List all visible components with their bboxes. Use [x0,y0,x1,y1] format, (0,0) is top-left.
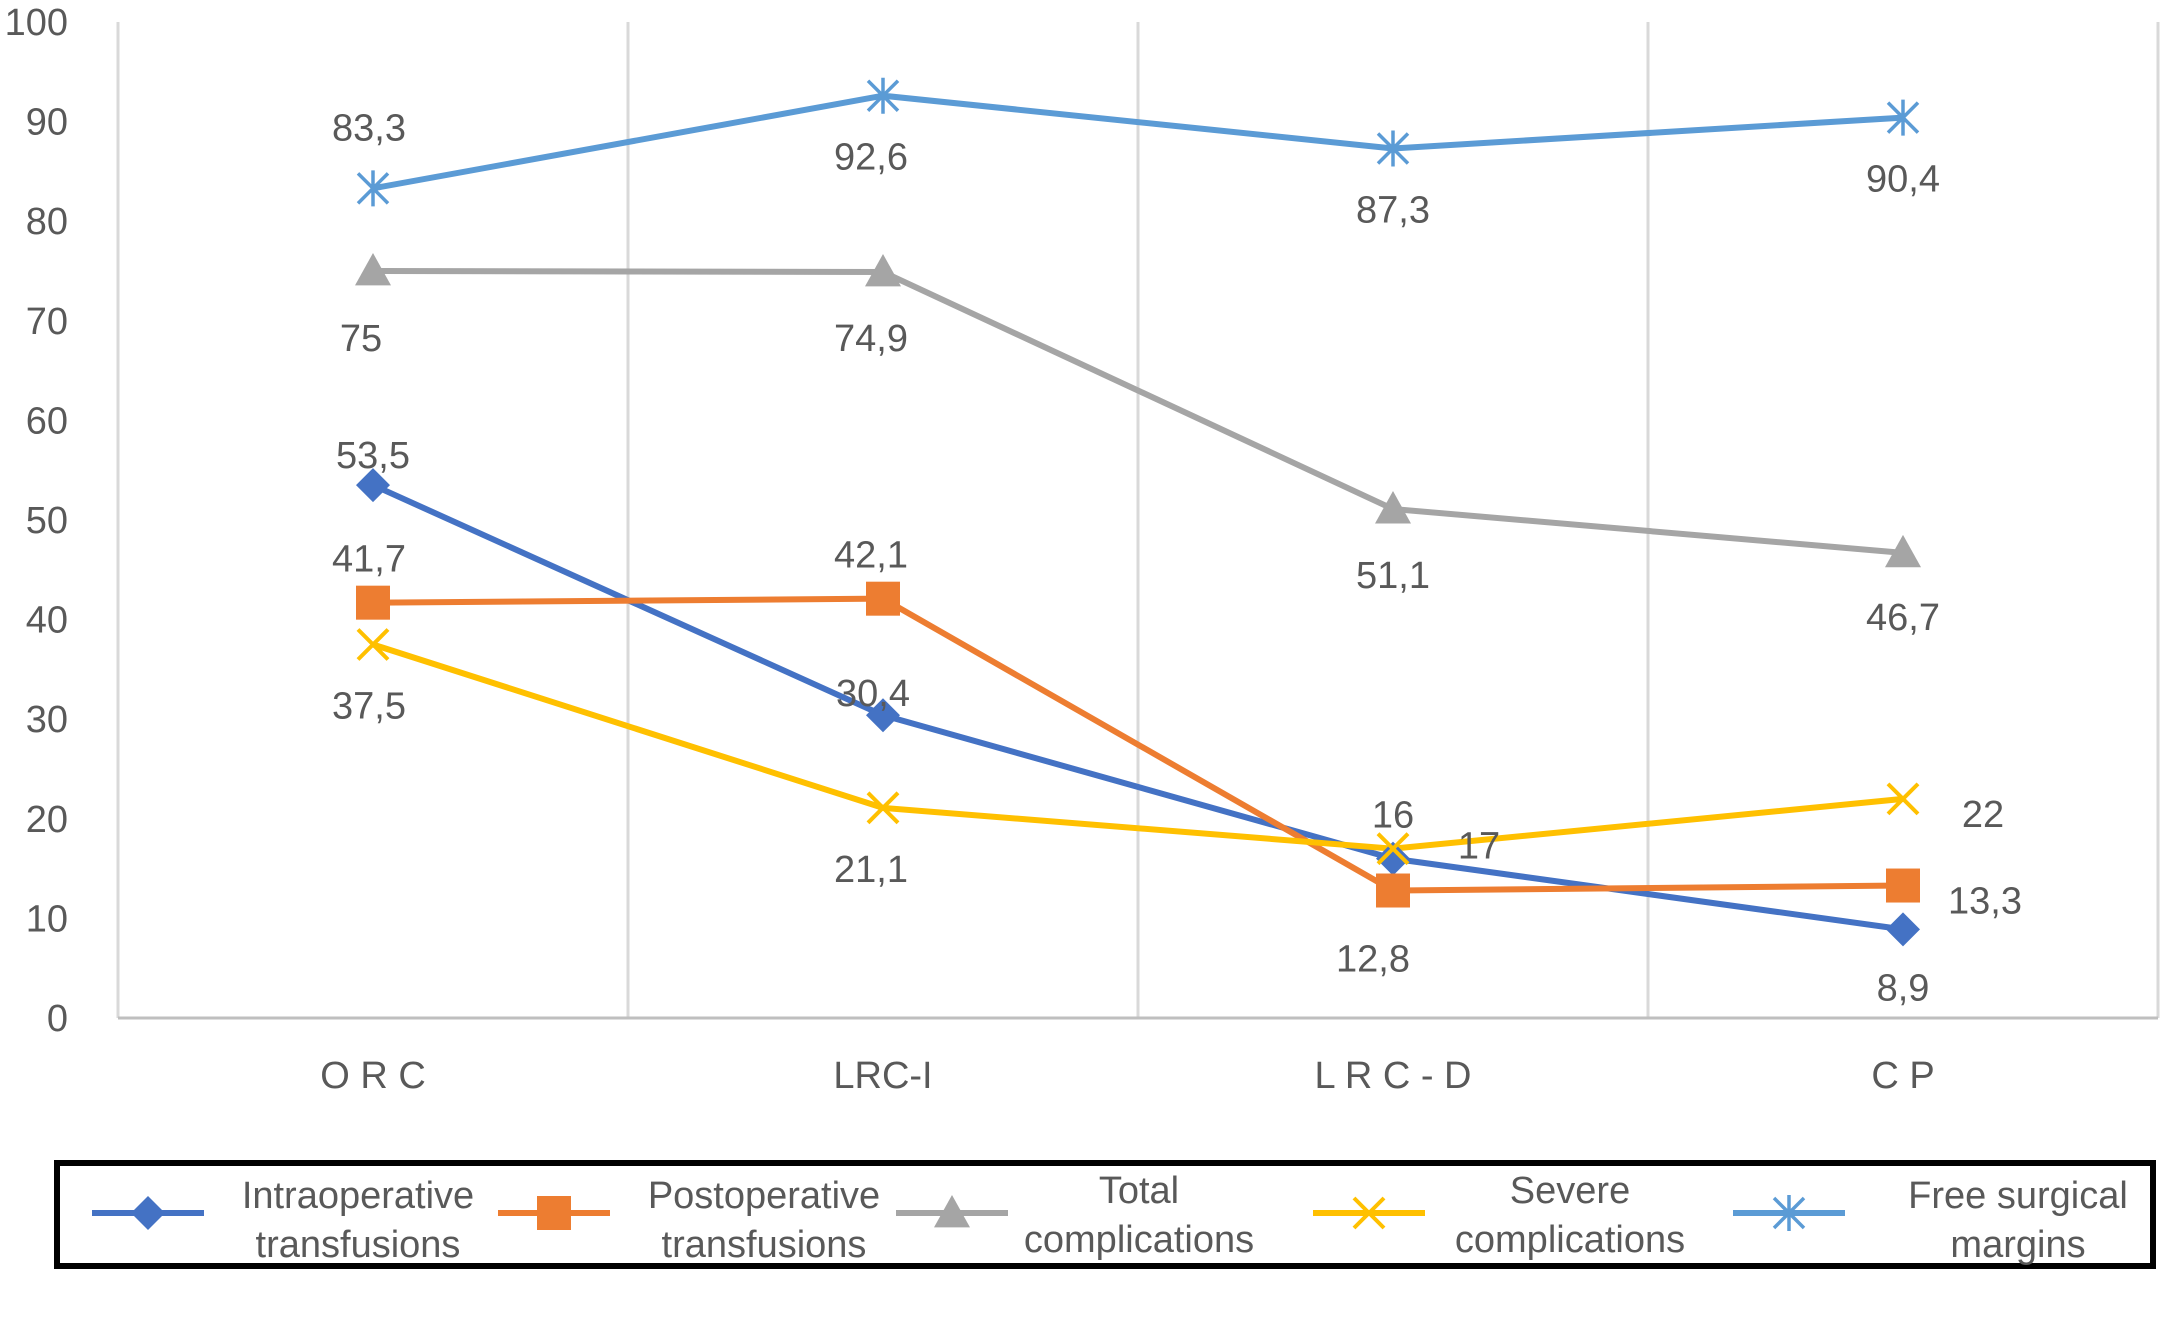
series-line-total-complications [372,268,1904,556]
data-point-postoperative [866,581,900,616]
data-point-severe-complications [866,791,900,825]
y-tick-label: 90 [26,102,68,144]
legend-label-postoperative: transfusions [662,1224,867,1266]
data-point-postoperative [356,585,390,620]
y-tick-label: 80 [26,201,68,243]
data-point-severe-complications [1886,782,1920,816]
data-point-total-complications [1375,491,1411,524]
y-tick-label: 20 [26,799,68,841]
data-point-total-complications [355,253,391,286]
x-tick-label: O R C [320,1055,426,1097]
data-label-severe-complications: 21,1 [834,849,908,891]
data-point-severe-complications [1376,832,1410,866]
data-label-total-complications: 74,9 [834,318,908,360]
x-tick-label: L R C - D [1315,1055,1472,1097]
y-tick-label: 60 [26,400,68,442]
data-point-severe-complications [356,628,390,661]
data-label-postoperative: 13,3 [1948,881,2022,923]
data-label-intraoperative: 30,4 [836,673,910,715]
data-label-intraoperative: 8,9 [1877,967,1930,1009]
data-point-free-margins [1886,99,1920,136]
legend-marker-total-complications [934,1195,970,1228]
data-label-total-complications: 75 [340,318,382,360]
y-tick-label: 70 [26,301,68,343]
legend-label-severe-complications: complications [1455,1219,1685,1261]
legend-label-total-complications: complications [1024,1219,1254,1261]
legend-label-intraoperative: Intraoperative [242,1175,474,1217]
data-label-total-complications: 51,1 [1356,555,1430,597]
legend-label-intraoperative: transfusions [256,1224,461,1266]
series-line-severe-complications [372,641,1904,852]
data-point-total-complications [1885,534,1921,568]
data-point-free-margins [356,170,390,207]
data-point-free-margins [866,77,900,114]
series-line-postoperative [372,595,1904,894]
legend-label-free-margins: margins [1950,1224,2085,1266]
data-point-postoperative [1886,868,1920,903]
x-tick-label: C P [1871,1055,1934,1097]
data-point-intraoperative [866,698,900,733]
y-tick-label: 30 [26,699,68,741]
data-label-postoperative: 41,7 [332,539,406,581]
data-point-intraoperative [1376,841,1410,876]
y-tick-label: 40 [26,600,68,642]
series-line-free-margins [372,92,1904,192]
data-label-severe-complications: 22 [1962,794,2004,836]
data-point-free-margins [1376,130,1410,167]
y-tick-label: 0 [47,998,68,1040]
data-label-intraoperative: 16 [1372,795,1414,837]
data-label-free-margins: 90,4 [1866,159,1940,201]
legend-marker-free-margins [1772,1195,1806,1231]
data-point-intraoperative [356,468,390,503]
legend-label-postoperative: Postoperative [648,1175,880,1217]
legend-label-total-complications: Total [1099,1170,1179,1212]
legend-marker-intraoperative [131,1196,165,1230]
legend-marker-postoperative [537,1196,571,1230]
data-point-intraoperative [1886,912,1920,947]
data-label-free-margins: 87,3 [1356,189,1430,231]
data-point-postoperative [1376,873,1410,908]
y-tick-label: 50 [26,500,68,542]
data-label-postoperative: 42,1 [834,535,908,577]
data-point-total-complications [865,253,901,287]
y-tick-label: 10 [26,898,68,940]
data-label-severe-complications: 17 [1458,826,1500,868]
x-tick-label: LRC-I [833,1055,932,1097]
data-label-total-complications: 46,7 [1866,597,1940,639]
legend-label-severe-complications: Severe [1510,1170,1630,1212]
legend-marker-severe-complications [1352,1196,1386,1230]
data-label-free-margins: 83,3 [332,107,406,149]
data-label-severe-complications: 37,5 [332,686,406,728]
legend-label-free-margins: Free surgical [1908,1175,2128,1217]
data-label-intraoperative: 53,5 [336,435,410,477]
y-tick-label: 100 [5,2,68,44]
data-label-postoperative: 12,8 [1336,939,1410,981]
data-label-free-margins: 92,6 [834,137,908,179]
legend-box [54,1160,2156,1269]
